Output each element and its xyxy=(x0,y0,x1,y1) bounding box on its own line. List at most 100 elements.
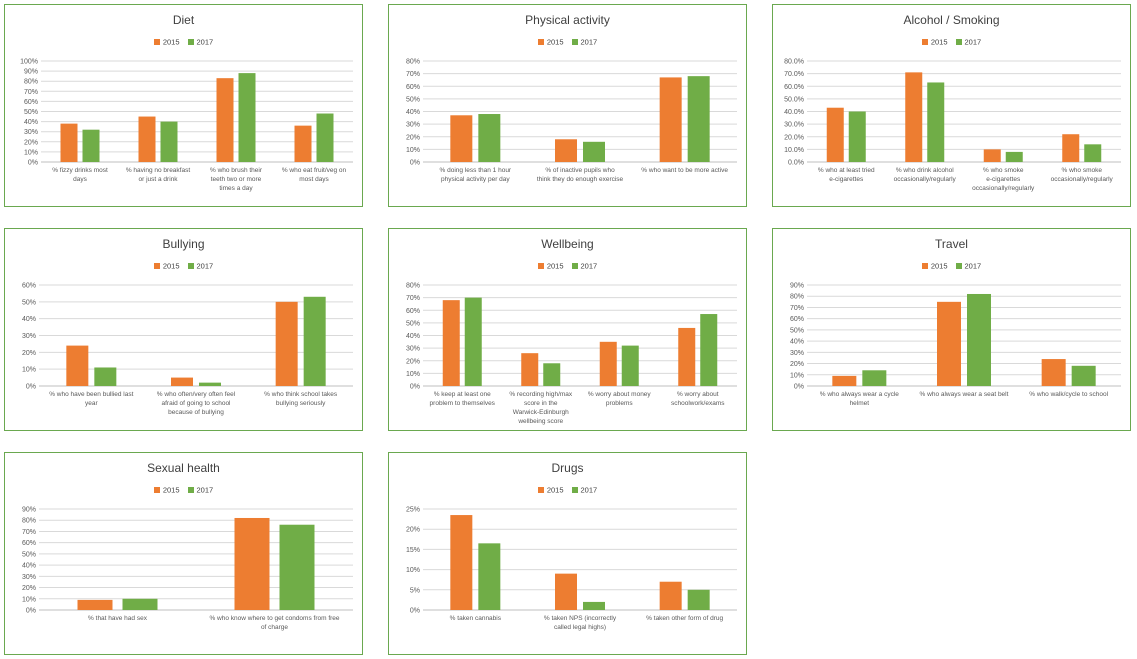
y-tick-label: 10% xyxy=(22,596,36,603)
y-tick-label: 70% xyxy=(406,71,420,78)
bar-2017 xyxy=(478,114,501,162)
y-tick-label: 40% xyxy=(790,339,804,346)
chart-panel-physical-activity: Physical activity 2015 2017 0% 10% 20% 30% 40% 5… xyxy=(388,4,747,207)
bar-chart-svg: 0.0% 10.0% 20.0% 30.0% 40.0% 50.0% 60.0% 70.0% 8… xyxy=(784,59,1121,192)
bar-2017 xyxy=(1005,151,1023,162)
legend-swatch xyxy=(921,39,928,46)
legend-swatch xyxy=(153,487,160,494)
chart-legend: 2015 2017 xyxy=(389,37,746,47)
legend-item: 2017 xyxy=(187,261,214,271)
bar-2015 xyxy=(66,345,89,386)
y-tick-label: 40% xyxy=(24,119,38,126)
bar-chart-svg: 0% 5% 10% 15% 20% 25% % taken cannabis % taken … xyxy=(406,507,737,631)
bar-2015 xyxy=(521,353,539,386)
y-tick-label: 60% xyxy=(24,99,38,106)
x-category-label: % who often/very often feel afraid of goi… xyxy=(157,391,236,416)
bar-2017 xyxy=(303,296,326,386)
bar-2017 xyxy=(927,82,945,162)
legend-swatch xyxy=(955,39,962,46)
legend-swatch xyxy=(187,39,194,46)
bar-2017 xyxy=(700,314,718,386)
bar-2017 xyxy=(238,73,256,162)
y-tick-label: 80% xyxy=(790,294,804,301)
legend-swatch xyxy=(921,263,928,270)
chart-title: Physical activity xyxy=(525,13,610,27)
y-tick-label: 60.0% xyxy=(784,84,804,91)
bar-2017 xyxy=(583,601,605,610)
legend-item: 2017 xyxy=(571,485,598,495)
bar-chart-svg: 0% 10% 20% 30% 40% 50% 60% 70% 80% 90% 100% % fizzy… xyxy=(20,59,353,192)
y-tick-label: 30% xyxy=(24,129,38,136)
x-category-label: % who always wear a cycle helmet xyxy=(820,391,899,407)
chart-panel-drugs: Drugs 2015 2017 0% 5% 10% 15% 20% 25% % taken can… xyxy=(388,452,747,655)
y-tick-label: 50% xyxy=(406,96,420,103)
legend-item: 2017 xyxy=(571,261,598,271)
chart-title: Diet xyxy=(172,13,195,27)
y-tick-label: 0% xyxy=(26,608,36,615)
bar-2017 xyxy=(94,367,117,386)
legend-swatch xyxy=(571,487,578,494)
bar-2015 xyxy=(171,377,193,386)
legend-item: 2017 xyxy=(955,261,981,271)
legend-item: 2015 xyxy=(921,261,948,271)
y-tick-label: 20% xyxy=(22,350,36,357)
chart-legend: 2015 2017 xyxy=(773,261,1130,271)
legend-swatch xyxy=(571,263,578,270)
bar-chart-svg: 0% 10% 20% 30% 40% 50% 60% 70% 80% % keep at leas… xyxy=(406,283,737,425)
y-tick-label: 80.0% xyxy=(784,59,804,66)
y-tick-label: 10% xyxy=(406,371,420,378)
bar-2015 xyxy=(450,515,473,610)
legend-item: 2015 xyxy=(153,485,180,495)
y-tick-label: 70% xyxy=(790,305,804,312)
y-tick-label: 0% xyxy=(794,384,804,391)
bar-2017 xyxy=(478,543,501,610)
chart-legend: 2015 2017 xyxy=(5,485,362,495)
bar-2017 xyxy=(279,524,315,610)
legend-label: 2015 xyxy=(162,485,180,495)
bar-chart-svg: 0% 10% 20% 30% 40% 50% 60% 70% 80% 90% % who alway… xyxy=(790,283,1121,407)
y-tick-label: 30% xyxy=(790,350,804,357)
x-category-label: % keep at least one problem to themselves xyxy=(430,391,496,407)
y-tick-label: 70% xyxy=(406,295,420,302)
legend-label: 2015 xyxy=(546,37,564,47)
y-tick-label: 30% xyxy=(406,122,420,129)
bar-2015 xyxy=(826,107,844,162)
y-tick-label: 70% xyxy=(24,89,38,96)
y-tick-label: 40.0% xyxy=(784,109,804,116)
bar-2015 xyxy=(450,115,473,162)
legend-label: 2017 xyxy=(196,261,214,271)
legend-label: 2017 xyxy=(580,485,598,495)
bar-2015 xyxy=(905,72,923,162)
bar-2015 xyxy=(555,139,577,162)
y-tick-label: 100% xyxy=(20,59,38,66)
legend-label: 2017 xyxy=(964,37,982,47)
y-tick-label: 0% xyxy=(410,608,420,615)
y-tick-label: 50.0% xyxy=(784,96,804,103)
y-tick-label: 0% xyxy=(410,384,420,391)
bar-2017 xyxy=(316,113,334,162)
bar-2017 xyxy=(1084,144,1102,162)
legend-swatch xyxy=(187,487,194,494)
x-category-label: % recording high/max score in the Warwick-… xyxy=(509,391,573,425)
y-tick-label: 10% xyxy=(24,149,38,156)
y-tick-label: 30% xyxy=(406,346,420,353)
legend-label: 2017 xyxy=(580,261,598,271)
y-tick-label: 0% xyxy=(410,160,420,167)
bar-2015 xyxy=(234,517,270,610)
bar-2017 xyxy=(848,111,866,162)
y-tick-label: 70.0% xyxy=(784,71,804,78)
legend-swatch xyxy=(153,263,160,270)
legend-swatch xyxy=(571,39,578,46)
y-tick-label: 80% xyxy=(22,518,36,525)
y-tick-label: 50% xyxy=(406,320,420,327)
chart-title: Travel xyxy=(935,237,968,251)
legend-swatch xyxy=(537,263,544,270)
bar-2015 xyxy=(442,300,460,386)
bar-2015 xyxy=(937,301,961,386)
legend-item: 2015 xyxy=(921,37,948,47)
bar-2015 xyxy=(1041,359,1066,386)
y-tick-label: 70% xyxy=(22,529,36,536)
x-category-label: % who want to be more active xyxy=(641,167,728,174)
legend-label: 2015 xyxy=(930,37,948,47)
y-tick-label: 80% xyxy=(406,59,420,66)
